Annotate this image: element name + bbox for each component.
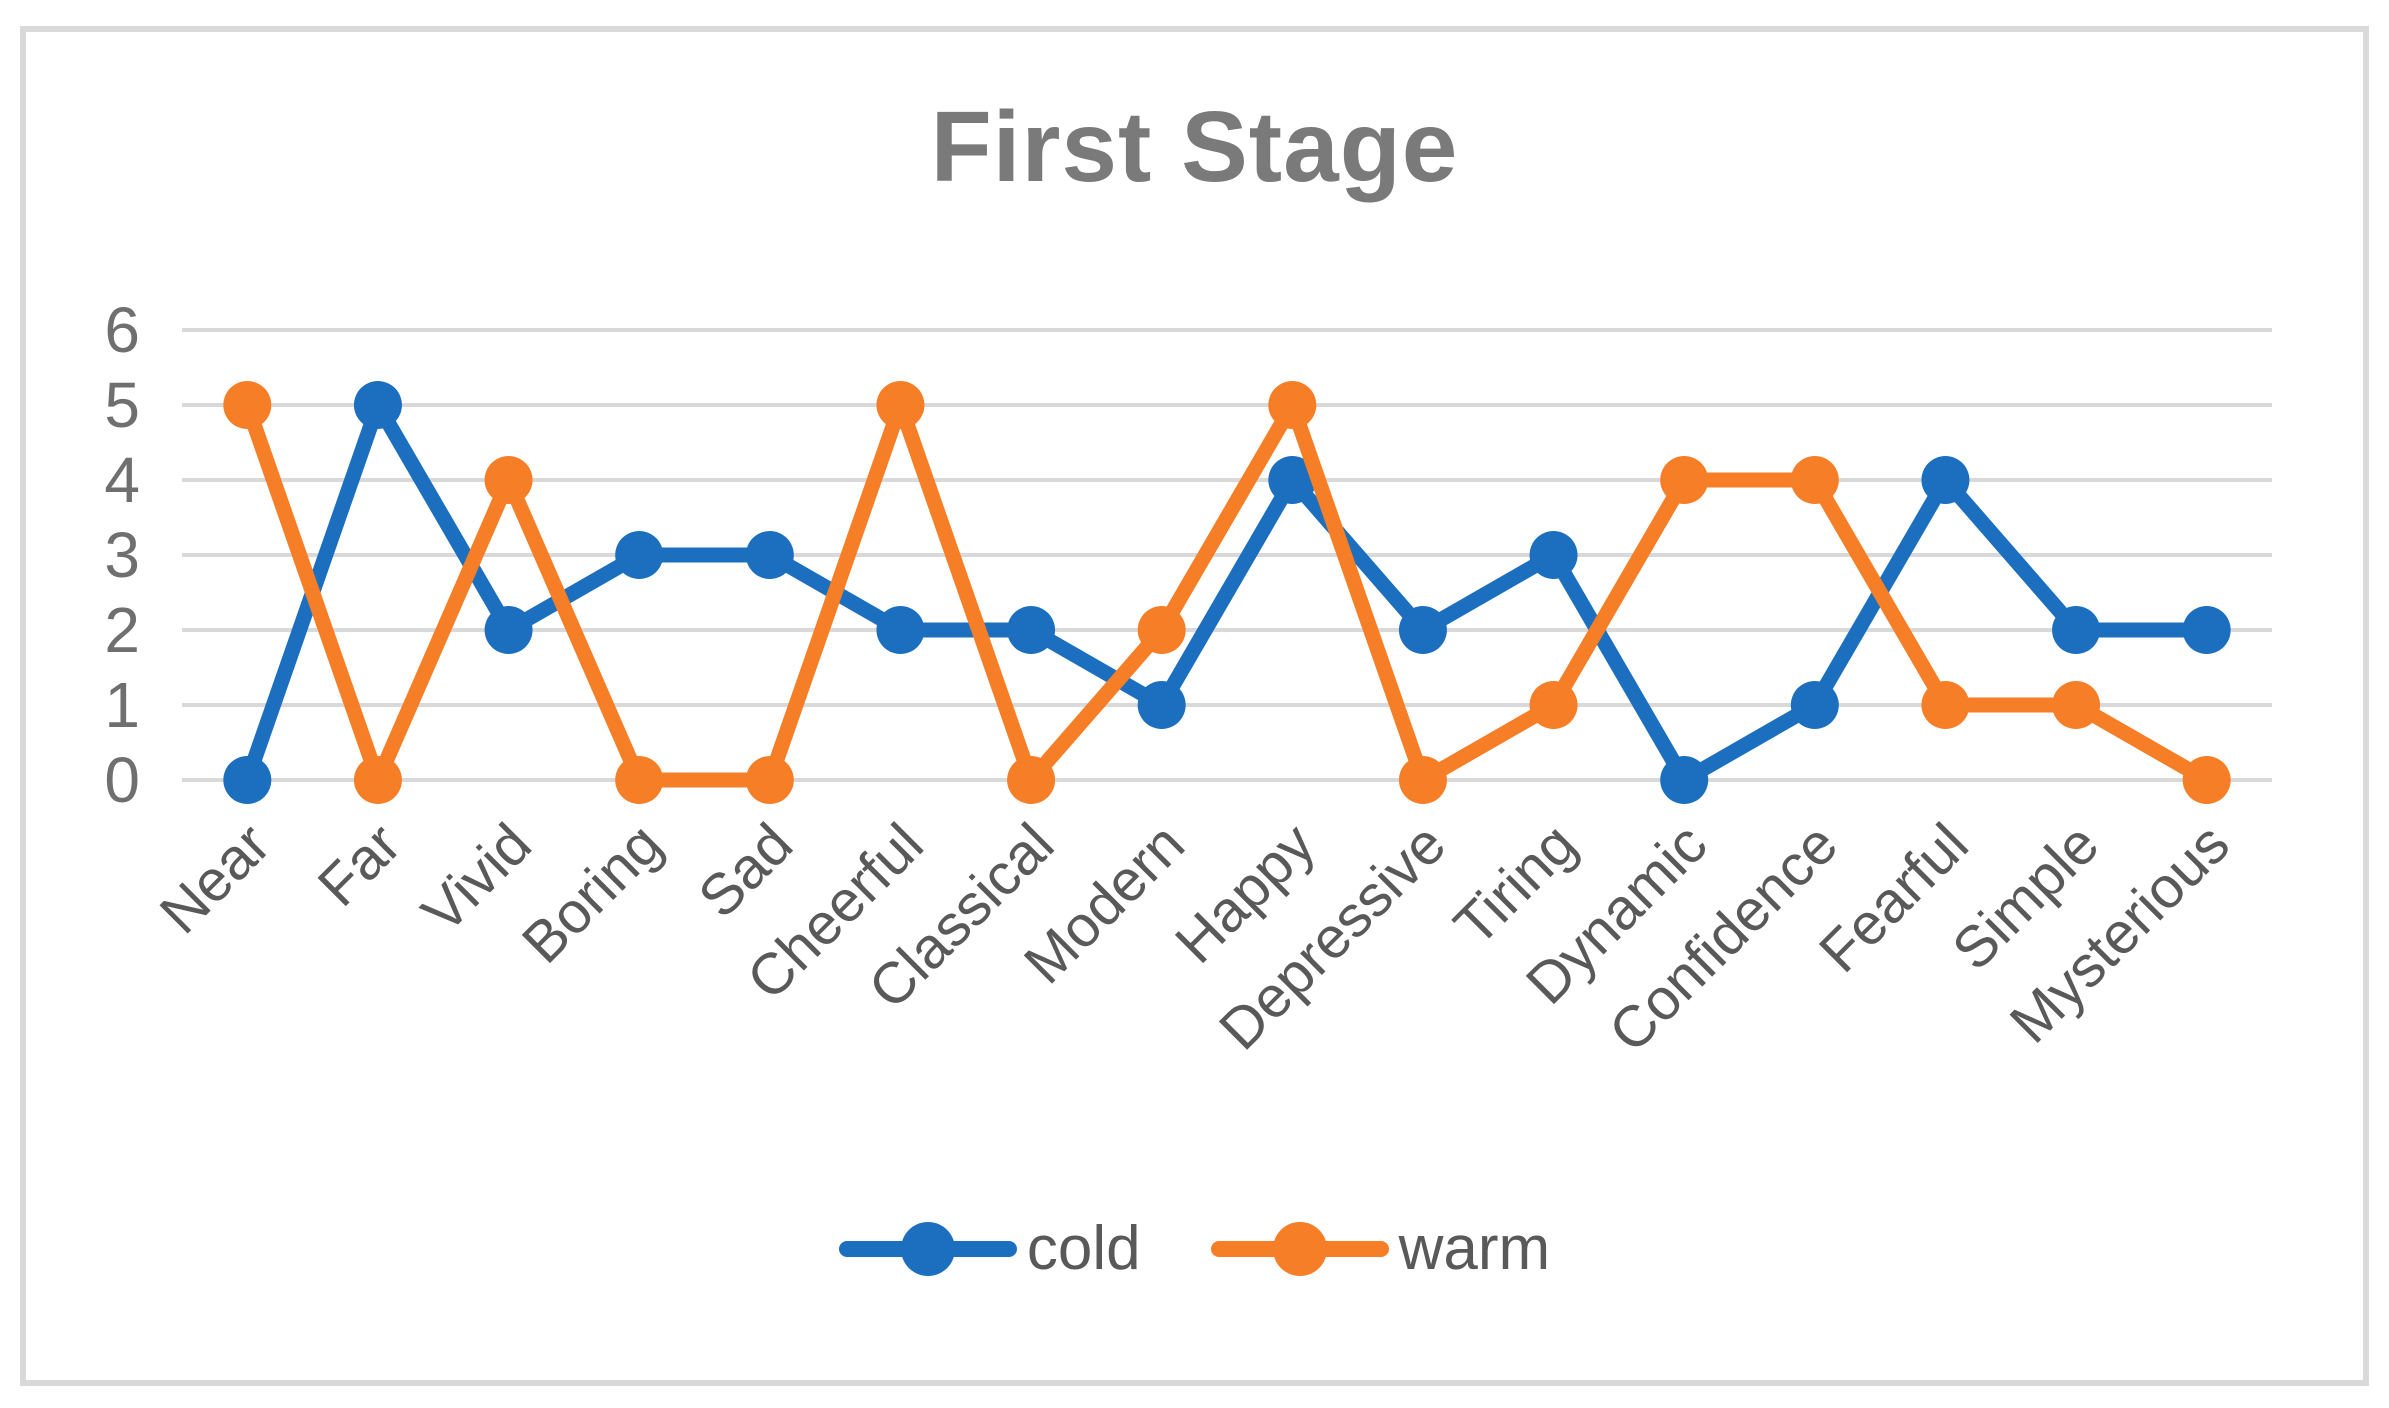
x-tick-label-fearful: Fearful — [1807, 811, 1981, 985]
y-tick-label-3: 3 — [104, 519, 140, 591]
data-point-warm-Tiring — [1529, 681, 1578, 729]
data-point-warm-Classical — [1007, 756, 1056, 804]
y-tick-label-4: 4 — [104, 444, 140, 516]
data-point-cold-Vivid — [484, 606, 533, 654]
data-point-warm-Dynamic — [1660, 456, 1709, 504]
data-point-cold-Far — [353, 381, 402, 429]
data-point-cold-Classical — [1007, 606, 1056, 654]
data-point-cold-Modern — [1137, 681, 1186, 729]
x-tick-label-near: Near — [148, 811, 283, 946]
data-point-cold-Fearful — [1921, 456, 1970, 504]
legend-label-cold: cold — [1026, 1214, 1141, 1283]
data-point-warm-Boring — [615, 756, 664, 804]
series-line-warm — [239, 397, 2215, 788]
data-point-warm-Fearful — [1921, 681, 1970, 729]
data-point-warm-Cheerful — [876, 381, 925, 429]
data-point-cold-Sad — [745, 531, 794, 579]
data-point-warm-Mysterious — [2182, 756, 2231, 804]
legend-label-warm: warm — [1398, 1214, 1551, 1283]
data-point-warm-Happy — [1268, 381, 1317, 429]
data-point-cold-Dynamic — [1660, 756, 1709, 804]
legend-line-marker-cold — [838, 1222, 1017, 1276]
data-point-warm-Sad — [745, 756, 794, 804]
y-tick-label-6: 6 — [104, 294, 140, 366]
x-tick-label-boring: Boring — [510, 811, 675, 976]
data-point-warm-Depressive — [1398, 756, 1447, 804]
legend-dot-cold — [900, 1222, 955, 1276]
data-point-cold-Happy — [1268, 456, 1317, 504]
y-tick-label-5: 5 — [104, 369, 140, 441]
data-point-warm-Simple — [2052, 681, 2101, 729]
legend-dot-warm — [1272, 1222, 1327, 1276]
data-point-cold-Confidence — [1790, 681, 1839, 729]
data-point-cold-Mysterious — [2182, 606, 2231, 654]
y-tick-label-0: 0 — [104, 744, 140, 816]
data-point-warm-Far — [353, 756, 402, 804]
y-tick-label-1: 1 — [104, 669, 140, 741]
legend-line-marker-warm — [1210, 1222, 1389, 1276]
legend-item-warm: warm — [1210, 1214, 1551, 1283]
data-point-cold-Boring — [615, 531, 664, 579]
data-point-warm-Modern — [1137, 606, 1186, 654]
data-point-warm-Confidence — [1790, 456, 1839, 504]
data-point-cold-Simple — [2052, 606, 2101, 654]
x-tick-label-sad: Sad — [686, 811, 805, 930]
data-point-cold-Depressive — [1398, 606, 1447, 654]
data-point-warm-Near — [223, 381, 272, 429]
x-tick-label-far: Far — [306, 811, 413, 918]
data-point-cold-Tiring — [1529, 531, 1578, 579]
data-point-warm-Vivid — [484, 456, 533, 504]
data-point-cold-Cheerful — [876, 606, 925, 654]
chart-title: First Stage — [930, 91, 1459, 203]
legend-item-cold: cold — [838, 1214, 1141, 1283]
series-line-cold — [239, 397, 2215, 788]
data-point-cold-Near — [223, 756, 272, 804]
y-tick-label-2: 2 — [104, 594, 140, 666]
legend: cold warm — [0, 1218, 2389, 1280]
